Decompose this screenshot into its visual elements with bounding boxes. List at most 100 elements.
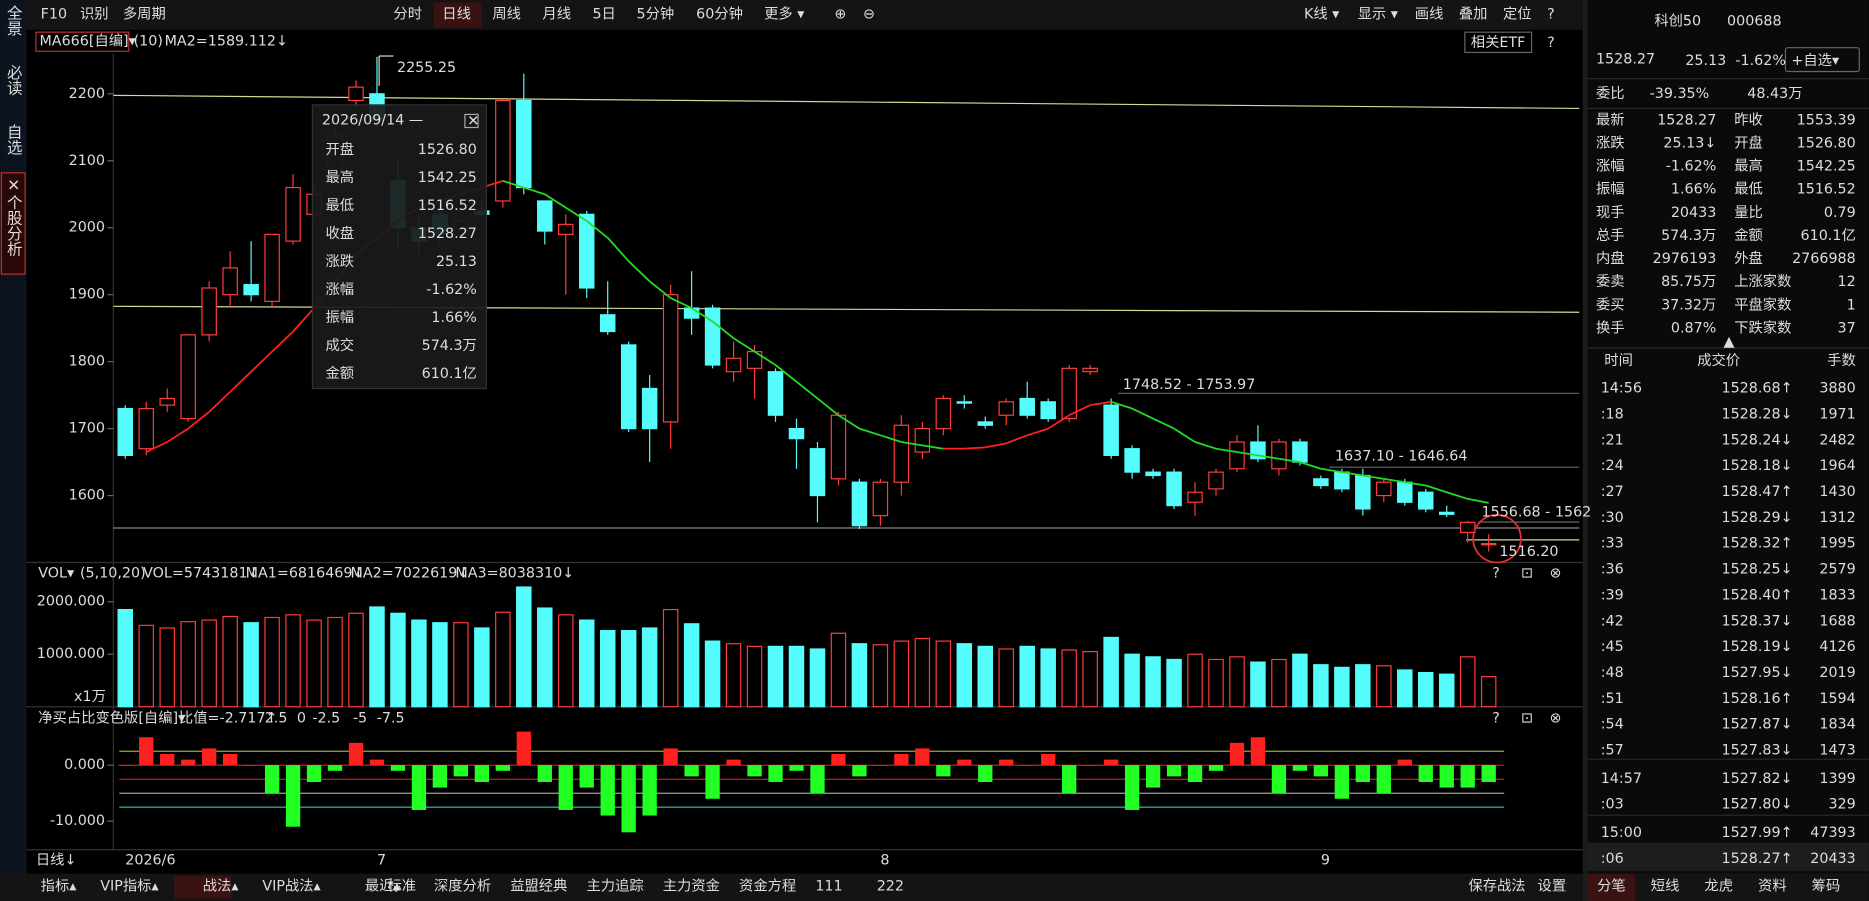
tooltip-label: 最高 (325, 169, 354, 186)
right-tab[interactable]: 分笔 (1597, 878, 1626, 895)
bottom-tab[interactable]: 战法▴ (203, 878, 240, 895)
panel-icon[interactable]: ⊡ (1521, 711, 1533, 727)
panel-icon[interactable]: ? (1492, 565, 1500, 581)
volume-value: VOL=5743181↓ (143, 565, 259, 581)
period-tab[interactable]: 60分钟 (696, 5, 743, 22)
volume-bar (348, 612, 364, 708)
divider (1582, 0, 1588, 901)
right-tab[interactable]: 龙虎 (1704, 878, 1733, 895)
sidebar-active[interactable] (0, 172, 26, 275)
period-tab[interactable]: 日线 (442, 5, 471, 22)
toolbar-button[interactable]: 画线 (1415, 5, 1444, 22)
volume-bar (1124, 653, 1140, 708)
trade-time: :42 (1601, 613, 1624, 629)
quote-value: 37.32万 (1661, 297, 1716, 313)
period-label[interactable]: 日线↓ (36, 851, 77, 868)
tooltip-label: 最低 (325, 197, 354, 214)
y-tick-label: 1900 (69, 287, 105, 303)
latest-trade-bg (1587, 842, 1869, 872)
volume-bar (767, 645, 784, 708)
period-tab[interactable]: 分时 (393, 5, 422, 22)
ratio-bar (1397, 759, 1412, 766)
zoom-in[interactable]: ⊕ (834, 6, 846, 22)
bottom-tab[interactable]: 指标▴ (41, 878, 78, 895)
panel-icon[interactable]: ⊡ (1521, 565, 1533, 581)
right-tab[interactable]: 短线 (1651, 878, 1680, 895)
ratio-bar (831, 754, 846, 766)
add-watch[interactable]: +自选▾ (1791, 52, 1840, 69)
period-tab[interactable]: 月线 (542, 5, 571, 22)
right-tab[interactable]: 筹码 (1812, 878, 1841, 895)
ma-line (271, 330, 294, 353)
etf-button[interactable] (1464, 31, 1533, 54)
candle-body (1480, 543, 1497, 546)
bottom-item[interactable]: 标准 (387, 878, 416, 895)
bottom-item[interactable]: 主力资金 (663, 878, 720, 895)
bottom-item[interactable]: 益盟经典 (510, 878, 567, 895)
price-annotation: 1748.52 - 1753.97 (1123, 377, 1256, 393)
bottom-item[interactable]: 111 (815, 879, 842, 895)
help-icon[interactable]: ? (1547, 35, 1555, 51)
toolbar-button[interactable]: K线 ▾ (1304, 5, 1340, 22)
ratio-bar (1292, 765, 1308, 771)
bottom-action[interactable]: 设置 (1538, 878, 1567, 895)
toolbar-button[interactable]: 定位 (1503, 5, 1532, 22)
period-tab[interactable]: 5日 (592, 6, 615, 22)
toolbar-button[interactable]: F10 (41, 6, 67, 22)
bottom-item[interactable]: 资金方程 (739, 878, 796, 895)
ratio-bar (936, 765, 951, 777)
candle-body (578, 213, 595, 289)
bottom-tab[interactable]: VIP战法▴ (262, 878, 321, 895)
panel-icon[interactable]: ⊗ (1549, 711, 1561, 727)
ratio-bar (621, 765, 636, 833)
trade-volume: 1688 (1819, 613, 1855, 629)
bottom-item[interactable]: 222 (877, 879, 904, 895)
quote-value: 1542.25 (1797, 159, 1856, 175)
period-tab[interactable]: 周线 (492, 5, 521, 22)
candle-body (1355, 474, 1371, 510)
candle-body (683, 307, 700, 319)
candle-body (704, 307, 721, 366)
tooltip-close-icon[interactable]: ✕ (467, 114, 479, 130)
quote-value: 48.43万 (1747, 86, 1802, 102)
sidebar-item[interactable]: 必读 (5, 64, 23, 95)
sidebar-item[interactable]: ✕个股分析 (5, 176, 23, 256)
candle-body (1418, 491, 1434, 510)
ma-line (670, 297, 692, 309)
indicator-box[interactable] (35, 31, 130, 52)
panel-icon[interactable]: ? (1492, 711, 1500, 727)
etf-label[interactable]: 相关ETF (1471, 34, 1526, 51)
candle-body (1019, 397, 1035, 416)
sidebar-item[interactable]: 全景 (5, 4, 23, 35)
trade-time: :03 (1601, 797, 1624, 813)
period-tab[interactable]: 5分钟 (637, 5, 675, 22)
tooltip-close[interactable] (464, 113, 479, 129)
help-icon[interactable]: ? (1547, 6, 1555, 22)
bottom-item[interactable]: 主力追踪 (586, 878, 643, 895)
price-annotation: 1516.20 (1499, 544, 1558, 560)
bottom-action[interactable]: 保存战法 (1468, 878, 1525, 895)
toolbar-button[interactable]: 识别 (80, 5, 109, 22)
ma-line (523, 186, 546, 196)
volume-header[interactable]: VOL▾ (38, 565, 75, 581)
toolbar-button[interactable]: 叠加 (1459, 5, 1488, 22)
add-watch-button[interactable] (1784, 47, 1860, 73)
ratio-header[interactable]: 净买占比变色版[自编]▾ (38, 710, 186, 727)
quote-label: 量比 (1734, 204, 1763, 221)
indicator-param: (10) (134, 34, 163, 50)
ma-line (1467, 498, 1489, 504)
period-tab[interactable]: 更多 ▾ (764, 5, 805, 22)
collapse-icon[interactable]: ▲ (1723, 334, 1734, 350)
toolbar-button[interactable]: 多周期 (123, 5, 166, 22)
bottom-tab[interactable]: VIP指标▴ (100, 878, 159, 895)
right-tab[interactable]: 资料 (1758, 878, 1787, 895)
toolbar-button[interactable]: 显示 ▾ (1358, 6, 1399, 22)
sidebar-item[interactable]: 自选 (5, 124, 23, 156)
bottom-tab[interactable]: 最近▴ (365, 878, 402, 895)
ratio-bar (432, 765, 448, 788)
zoom-out[interactable]: ⊖ (863, 6, 875, 22)
bottom-item[interactable]: 深度分析 (434, 878, 491, 895)
panel-icon[interactable]: ⊗ (1549, 565, 1561, 581)
ratio-level: -7.5 (377, 711, 405, 727)
indicator-name[interactable]: MA666[自编]▾ (39, 33, 136, 50)
